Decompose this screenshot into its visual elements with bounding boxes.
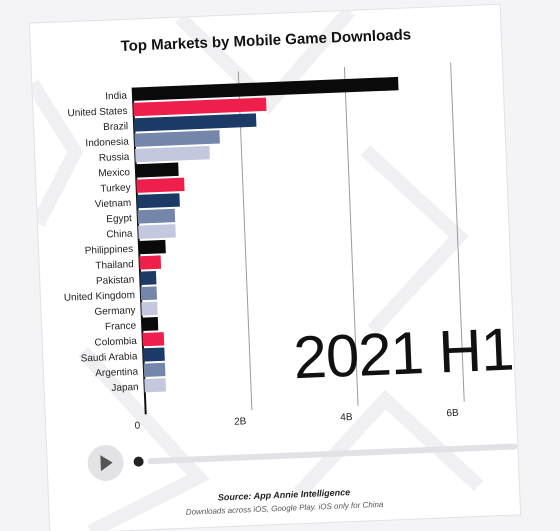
category-label: Russia bbox=[99, 152, 130, 164]
bar bbox=[138, 224, 176, 239]
bar bbox=[139, 255, 162, 270]
chevron-pattern bbox=[360, 145, 469, 335]
bar bbox=[143, 347, 165, 362]
category-label: China bbox=[106, 229, 133, 241]
gridline bbox=[237, 71, 253, 411]
bar bbox=[133, 97, 267, 117]
timeline-scrubber-track[interactable] bbox=[147, 443, 518, 465]
tick-label-layer: 0 2B 4B 6B bbox=[134, 408, 459, 432]
bar bbox=[138, 239, 166, 255]
bar bbox=[136, 177, 185, 193]
bar bbox=[132, 76, 399, 101]
play-button[interactable] bbox=[86, 444, 125, 482]
category-label: Turkey bbox=[100, 183, 131, 195]
category-label: Egypt bbox=[106, 213, 132, 225]
category-label: Thailand bbox=[95, 259, 134, 272]
bar-chart: India United States Brazil Indonesia Russia M… bbox=[64, 62, 465, 432]
bar bbox=[143, 362, 166, 377]
bar bbox=[140, 286, 158, 301]
bar bbox=[144, 378, 167, 393]
category-label: Indonesia bbox=[85, 136, 129, 149]
category-label: Germany bbox=[94, 305, 136, 318]
bar bbox=[137, 208, 176, 224]
bar-layer bbox=[132, 76, 399, 393]
bar bbox=[135, 162, 179, 178]
bar bbox=[133, 113, 257, 132]
x-tick-label: 2B bbox=[234, 416, 247, 427]
bar bbox=[136, 193, 180, 209]
bar bbox=[141, 316, 159, 331]
category-label: Brazil bbox=[103, 121, 128, 133]
x-tick-label: 6B bbox=[446, 408, 459, 419]
category-label: Vietnam bbox=[95, 198, 132, 210]
category-label: Mexico bbox=[98, 167, 131, 179]
gridline bbox=[450, 62, 465, 402]
category-label: France bbox=[105, 321, 137, 333]
bar bbox=[135, 145, 210, 163]
category-label: India bbox=[105, 90, 128, 102]
chevron-pattern bbox=[78, 347, 210, 531]
category-label: United Kingdom bbox=[64, 290, 136, 304]
play-icon bbox=[100, 454, 113, 472]
x-tick-label: 4B bbox=[340, 412, 353, 423]
chart-card: Top Markets by Mobile Game Downloads Ind… bbox=[29, 4, 521, 531]
category-label: Pakistan bbox=[96, 275, 135, 288]
background-pattern bbox=[29, 6, 484, 531]
bar bbox=[142, 332, 165, 347]
category-label: Philippines bbox=[85, 244, 134, 257]
bar bbox=[141, 301, 158, 316]
x-tick-label: 0 bbox=[134, 421, 140, 432]
bar bbox=[139, 270, 157, 285]
category-label: Colombia bbox=[94, 336, 137, 349]
category-label-layer: India United States Brazil Indonesia Russia M… bbox=[64, 90, 139, 394]
category-label: Japan bbox=[111, 382, 139, 394]
chevron-pattern bbox=[29, 79, 84, 227]
chevron-pattern bbox=[174, 6, 355, 115]
gridline bbox=[343, 67, 359, 406]
timeline-scrubber-handle[interactable] bbox=[133, 456, 144, 467]
chevron-pattern bbox=[293, 389, 484, 498]
period-label: 2021 H1 bbox=[292, 315, 515, 392]
category-label: United States bbox=[67, 106, 127, 119]
category-label: Saudi Arabia bbox=[81, 351, 139, 364]
category-label: Argentina bbox=[95, 367, 139, 380]
bar bbox=[134, 130, 220, 147]
